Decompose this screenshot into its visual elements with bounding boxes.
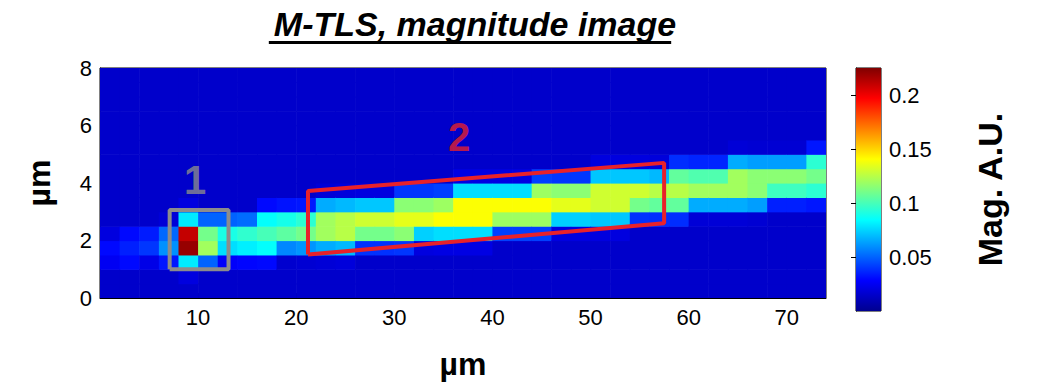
svg-text:20: 20 [284,305,308,330]
svg-text:µm: µm [21,160,57,207]
svg-text:10: 10 [186,305,210,330]
svg-text:0: 0 [80,286,92,311]
svg-text:Mag. A.U.: Mag. A.U. [971,113,1009,267]
svg-text:0.1: 0.1 [889,191,920,216]
svg-text:0.2: 0.2 [889,83,920,108]
svg-text:6: 6 [80,113,92,138]
svg-text:4: 4 [80,171,92,196]
svg-text:2: 2 [448,115,470,159]
svg-text:M-TLS, magnitude image: M-TLS, magnitude image [274,5,676,43]
svg-text:1: 1 [184,158,206,202]
svg-text:30: 30 [382,305,406,330]
svg-text:50: 50 [578,305,602,330]
svg-text:0.05: 0.05 [889,245,932,270]
svg-text:8: 8 [80,56,92,81]
svg-text:2: 2 [80,228,92,253]
svg-text:µm: µm [440,346,487,382]
svg-text:0.15: 0.15 [889,137,932,162]
svg-text:40: 40 [480,305,504,330]
svg-text:70: 70 [775,305,799,330]
svg-text:60: 60 [676,305,700,330]
